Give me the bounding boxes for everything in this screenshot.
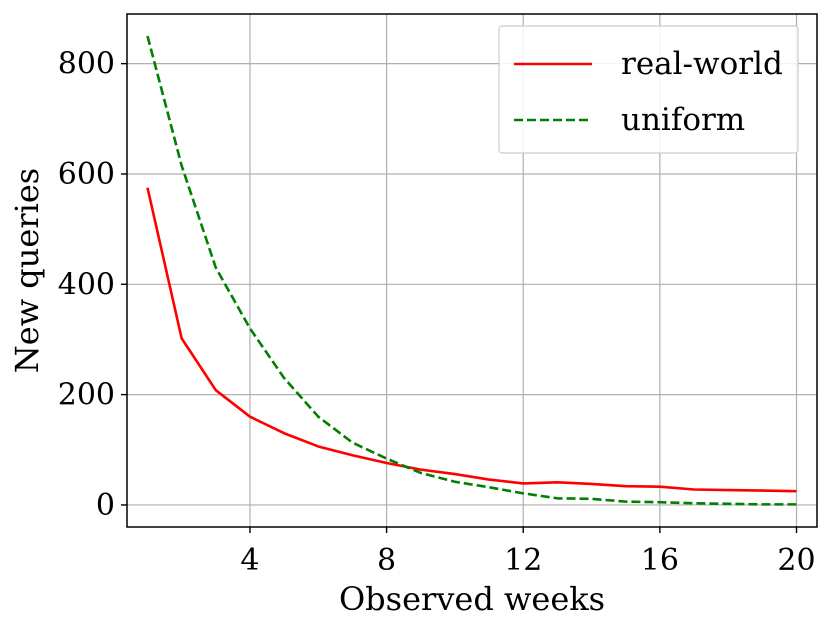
legend-label-uniform: uniform — [621, 102, 745, 138]
x-axis-label: Observed weeks — [339, 580, 605, 618]
legend: real-world uniform — [498, 25, 799, 154]
x-tick-label: 20 — [777, 543, 815, 578]
y-tick-label: 400 — [58, 267, 115, 302]
legend-label-real-world: real-world — [621, 46, 783, 82]
x-tick-label: 12 — [504, 543, 542, 578]
y-axis-label: New queries — [8, 168, 46, 373]
x-tick-label: 4 — [240, 543, 259, 578]
x-tick-label: 16 — [641, 543, 679, 578]
y-tick-label: 800 — [58, 47, 115, 82]
plot-frame — [126, 13, 818, 528]
y-tick-label: 0 — [96, 488, 115, 523]
x-tick-label: 8 — [377, 543, 396, 578]
series-layer — [146, 35, 797, 506]
series-line-real-world — [146, 187, 797, 493]
y-tick-label: 200 — [58, 378, 115, 413]
y-tick-label: 600 — [58, 157, 115, 192]
series-line-uniform — [146, 35, 797, 506]
